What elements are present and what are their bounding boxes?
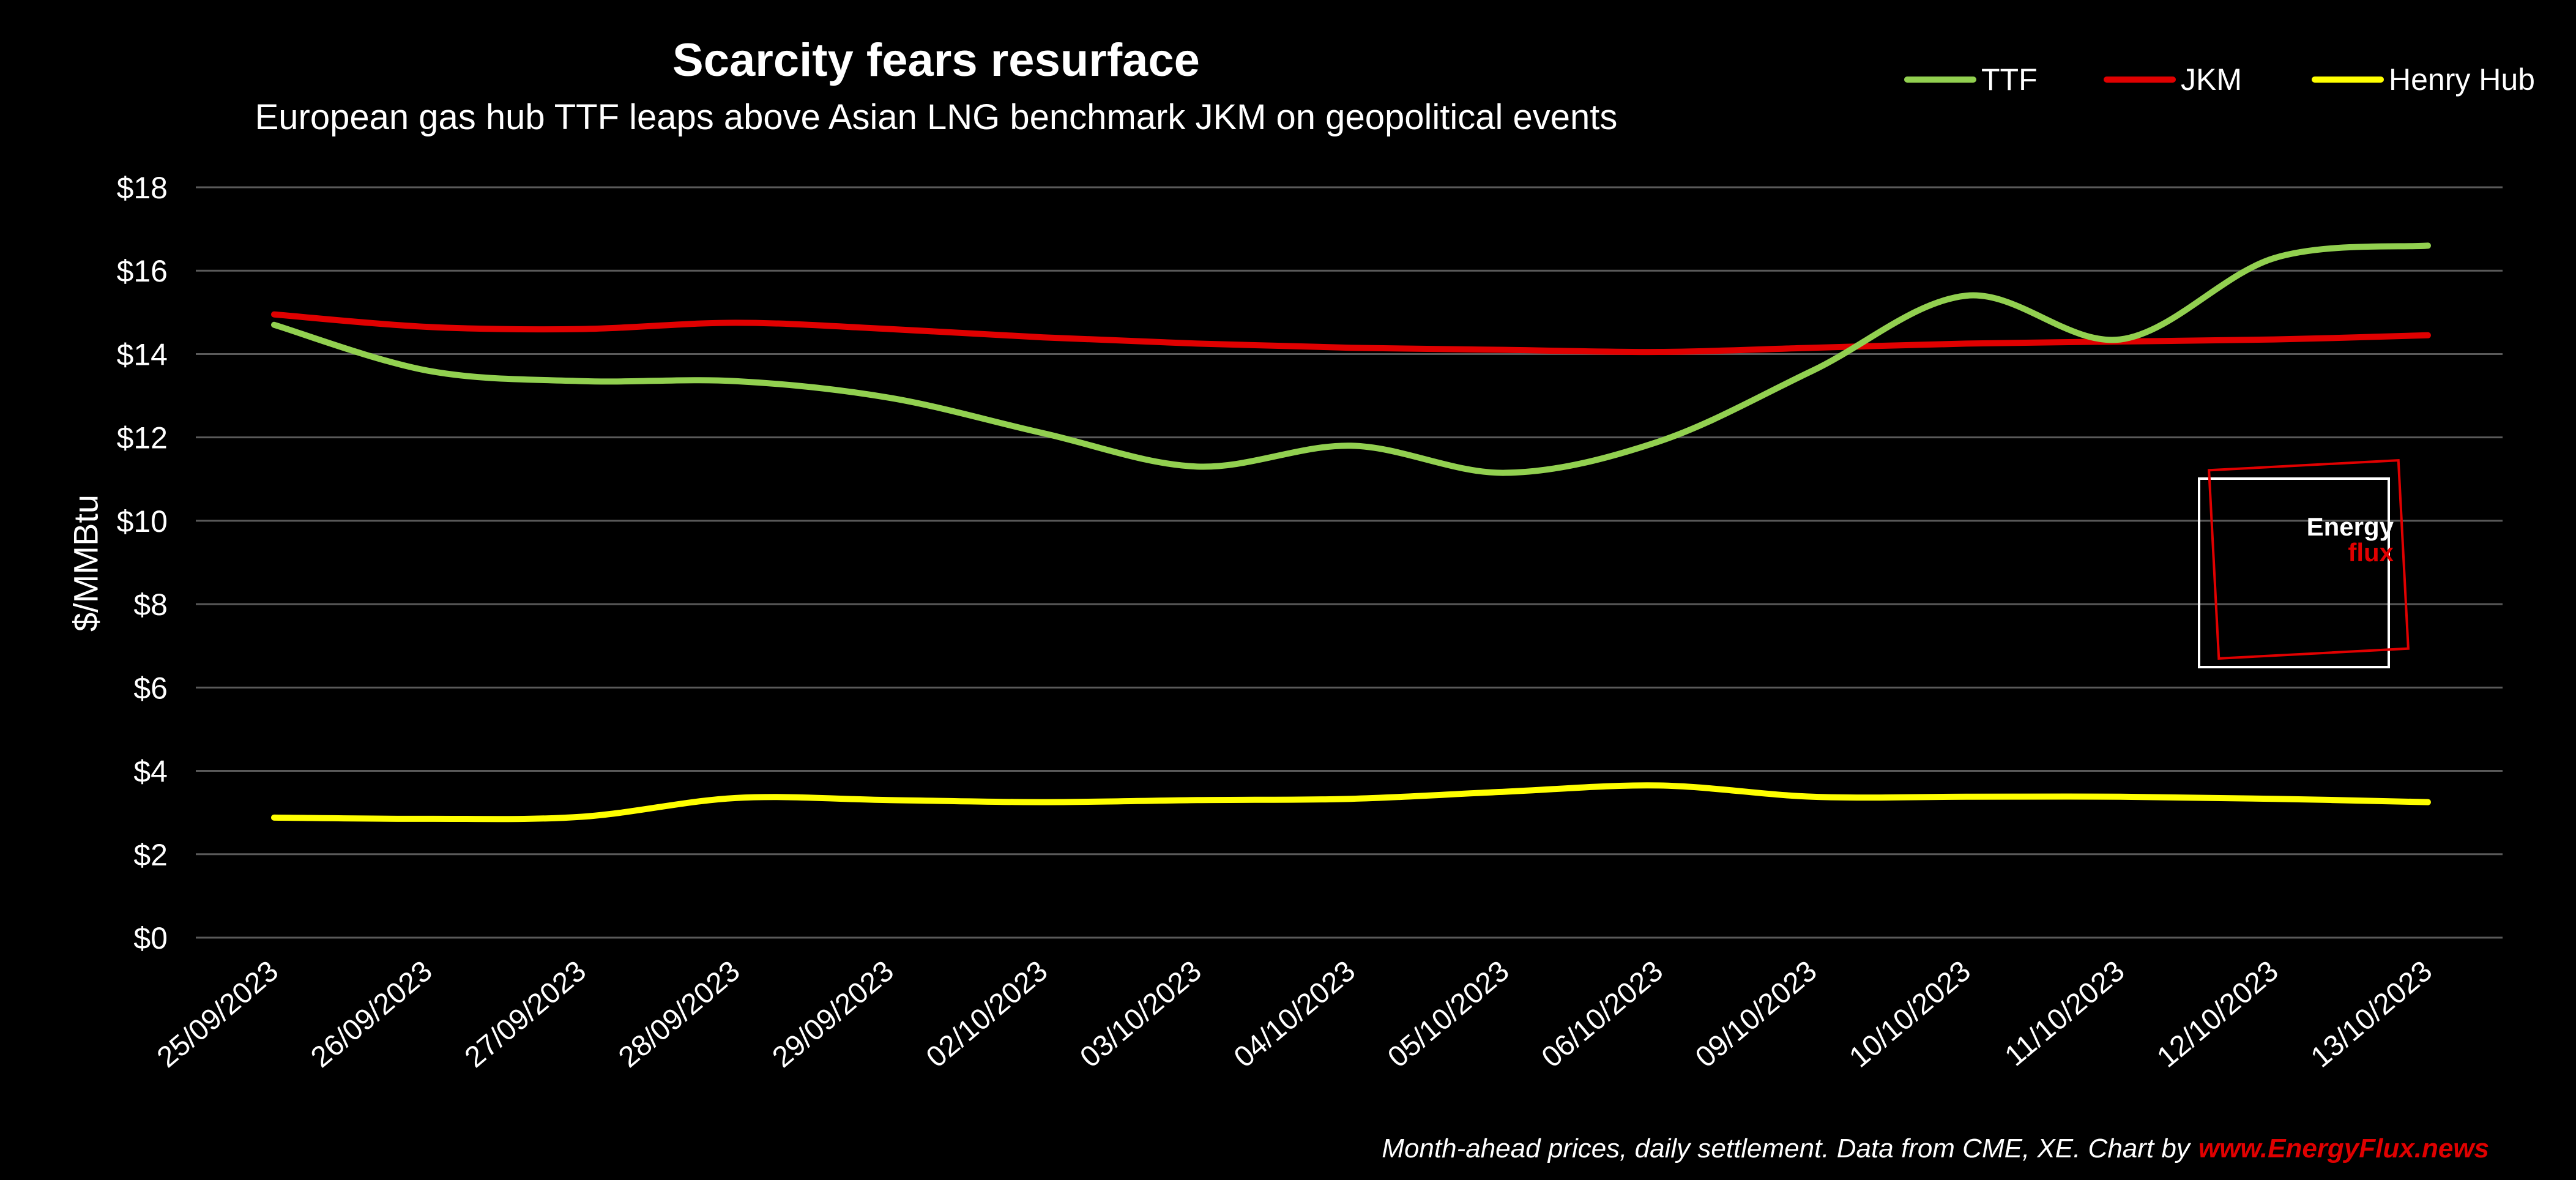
- series-lines: [271, 242, 2431, 823]
- logo-wordmark: Energy flux: [2306, 512, 2394, 567]
- legend: TTF JKM Henry Hub: [0, 61, 2576, 98]
- x-tick-label: 29/09/2023: [767, 955, 900, 1074]
- y-tick-label: $14: [117, 337, 168, 372]
- x-tick-label: 27/09/2023: [459, 955, 592, 1074]
- legend-item-jkm: JKM: [2104, 61, 2242, 98]
- series-line-jkm: [271, 311, 2431, 356]
- x-tick-label: 11/10/2023: [1999, 955, 2131, 1073]
- gridlines: [196, 186, 2503, 939]
- y-tick-label: $16: [117, 254, 168, 288]
- logo-frame-white: [2198, 477, 2390, 668]
- y-axis-label: $/MMBtu: [66, 494, 105, 632]
- chart-subtitle: European gas hub TTF leaps above Asian L…: [255, 97, 1618, 137]
- footer-site-link[interactable]: www.EnergyFlux.news: [2198, 1133, 2489, 1163]
- y-tick-label: $8: [133, 588, 168, 622]
- y-axis-ticks: $0 $2 $4 $6 $8 $10 $12 $14 $16 $18: [117, 171, 168, 955]
- y-tick-label: $10: [117, 504, 168, 539]
- x-tick-label: 06/10/2023: [1536, 955, 1669, 1074]
- y-tick-label: $4: [133, 755, 168, 789]
- y-tick-label: $2: [133, 838, 168, 872]
- x-tick-label: 28/09/2023: [612, 955, 746, 1074]
- legend-item-ttf: TTF: [1904, 61, 2038, 98]
- footer-note: Month-ahead prices, daily settlement. Da…: [1382, 1133, 2190, 1163]
- x-tick-label: 09/10/2023: [1689, 955, 1823, 1074]
- y-tick-label: $12: [117, 421, 168, 455]
- legend-label-ttf: TTF: [1981, 62, 2038, 97]
- x-tick-label: 26/09/2023: [305, 955, 438, 1074]
- x-tick-label: 25/09/2023: [151, 955, 285, 1074]
- x-tick-label: 02/10/2023: [920, 955, 1054, 1074]
- x-tick-label: 05/10/2023: [1382, 955, 1515, 1074]
- legend-label-henry-hub: Henry Hub: [2389, 62, 2535, 97]
- x-tick-label: 04/10/2023: [1228, 955, 1361, 1074]
- y-tick-label: $0: [133, 921, 168, 955]
- x-tick-label: 12/10/2023: [2151, 955, 2285, 1074]
- chart-title: Scarcity fears resurface: [672, 34, 1200, 86]
- legend-item-henry-hub: Henry Hub: [2312, 61, 2535, 98]
- x-axis-ticks: 25/09/2023 26/09/2023 27/09/2023 28/09/2023…: [151, 955, 2438, 1074]
- y-tick-label: $6: [133, 671, 168, 705]
- x-tick-label: 10/10/2023: [1844, 955, 1977, 1074]
- energyflux-logo: Energy flux: [2198, 453, 2418, 673]
- legend-swatch-henry-hub: [2312, 77, 2384, 83]
- x-tick-label: 03/10/2023: [1074, 955, 1208, 1074]
- x-tick-label: 13/10/2023: [2305, 955, 2438, 1074]
- series-line-henry-hub: [271, 782, 2431, 823]
- legend-label-jkm: JKM: [2181, 62, 2242, 97]
- series-line-ttf: [271, 242, 2431, 476]
- legend-swatch-ttf: [1904, 77, 1976, 83]
- legend-swatch-jkm: [2104, 77, 2176, 83]
- footer-source-note: Month-ahead prices, daily settlement. Da…: [1382, 1133, 2489, 1164]
- y-tick-label: $18: [117, 171, 168, 205]
